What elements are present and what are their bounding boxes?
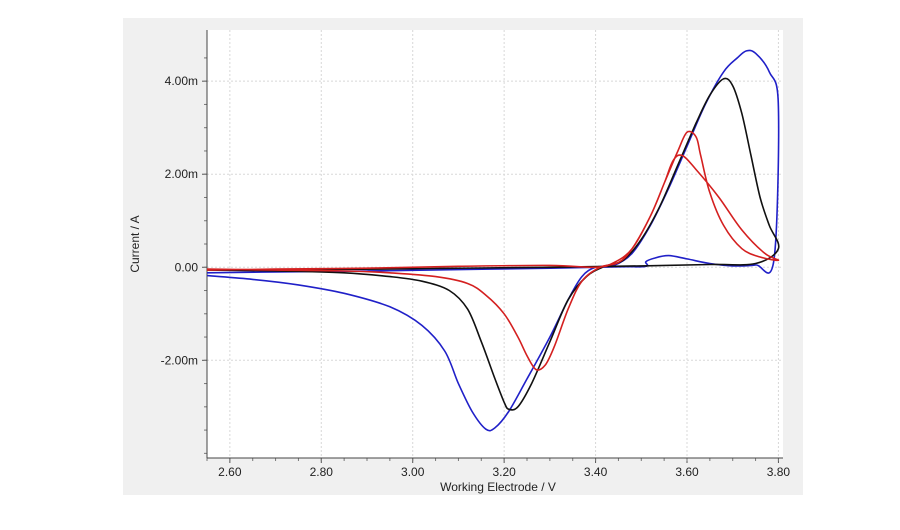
red-series-line (207, 130, 780, 371)
cyclic-voltammogram-chart: 2.60 2.80 3.00 3.20 3.40 3.60 3.80 4.00m 2.00m 0.… (128, 30, 791, 494)
x-tick-label: 3.20 (492, 465, 516, 479)
y-tick-label: -2.00m (161, 353, 198, 367)
series-group (207, 49, 780, 432)
x-tick-label: 3.80 (767, 465, 791, 479)
x-tick-label: 2.60 (218, 465, 242, 479)
x-axis-label: Working Electrode / V (440, 480, 556, 494)
x-tick-label: 3.40 (584, 465, 608, 479)
tick-labels: 2.60 2.80 3.00 3.20 3.40 3.60 3.80 4.00m 2.00m 0.… (161, 74, 791, 479)
grid (207, 30, 783, 458)
x-tick-label: 3.60 (675, 465, 699, 479)
black-series-line (207, 77, 780, 411)
y-tick-label: 4.00m (165, 74, 198, 88)
y-tick-label: 0.00 (175, 260, 199, 274)
x-tick-label: 3.00 (401, 465, 425, 479)
plot-area (207, 30, 783, 458)
y-tick-label: 2.00m (165, 167, 198, 181)
axes (202, 30, 783, 463)
x-tick-label: 2.80 (310, 465, 334, 479)
y-axis-label: Current / A (128, 215, 142, 272)
chart-frame: 2.60 2.80 3.00 3.20 3.40 3.60 3.80 4.00m 2.00m 0.… (123, 18, 803, 495)
